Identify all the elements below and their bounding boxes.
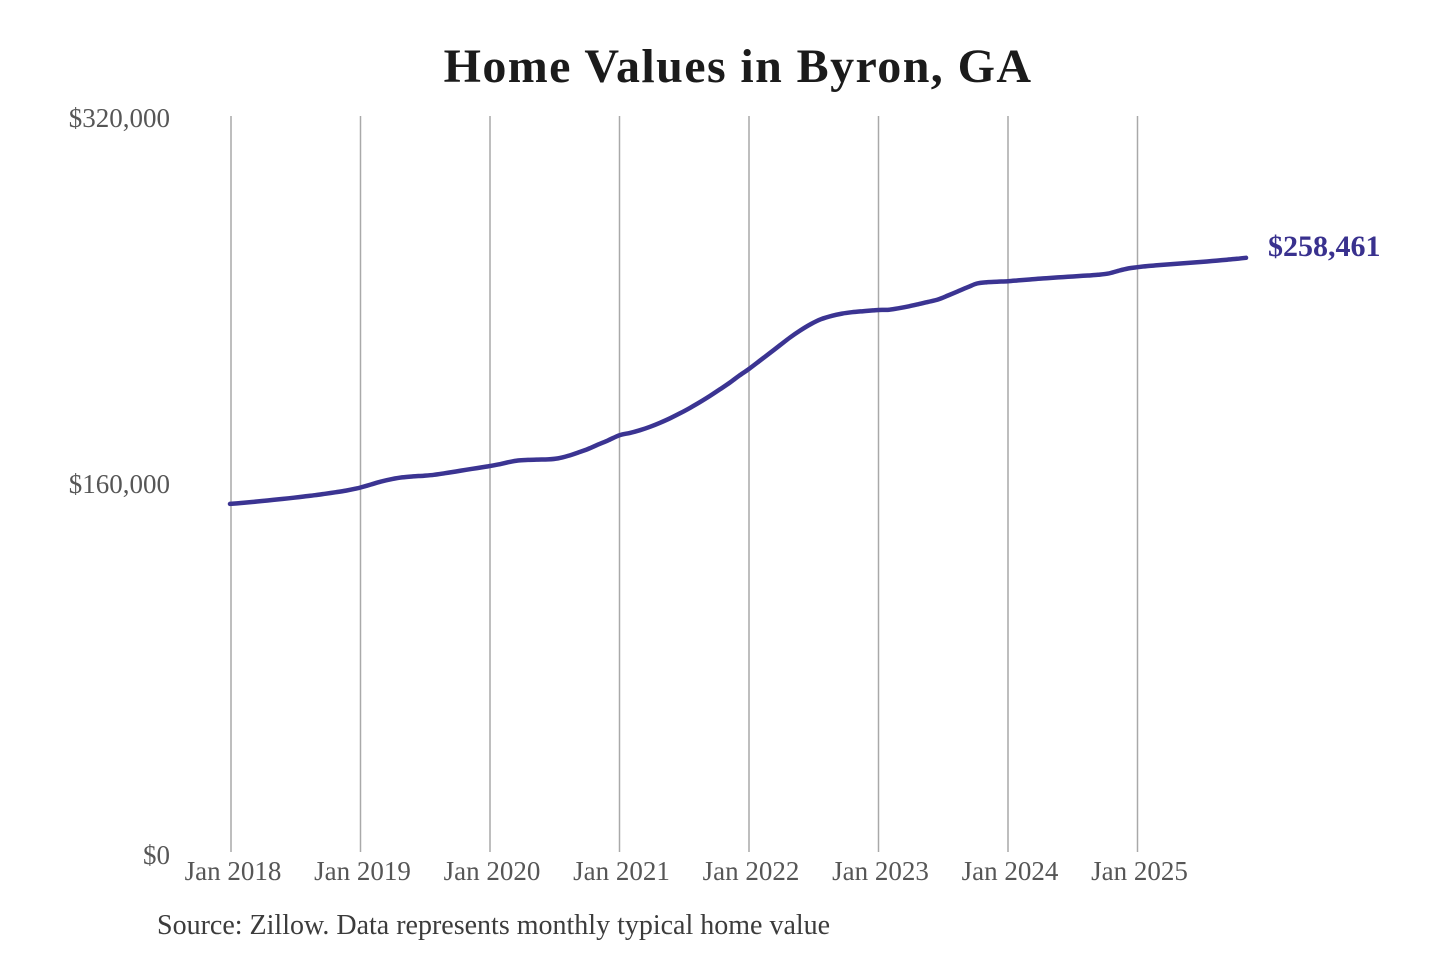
svg-text:Jan 2022: Jan 2022	[703, 856, 800, 886]
svg-text:Source: Zillow. Data represent: Source: Zillow. Data represents monthly …	[157, 910, 830, 941]
svg-text:Jan 2020: Jan 2020	[444, 856, 541, 886]
svg-text:$160,000: $160,000	[69, 469, 170, 499]
svg-text:Home Values in Byron, GA: Home Values in Byron, GA	[444, 40, 1033, 93]
svg-text:Jan 2019: Jan 2019	[314, 856, 411, 886]
svg-text:$0: $0	[143, 840, 170, 870]
svg-text:$320,000: $320,000	[69, 103, 170, 133]
svg-text:Jan 2018: Jan 2018	[185, 856, 282, 886]
svg-text:$258,461: $258,461	[1268, 230, 1381, 263]
svg-text:Jan 2021: Jan 2021	[573, 856, 670, 886]
svg-text:Jan 2025: Jan 2025	[1091, 856, 1188, 886]
svg-text:Jan 2024: Jan 2024	[962, 856, 1059, 886]
svg-text:Jan 2023: Jan 2023	[832, 856, 929, 886]
